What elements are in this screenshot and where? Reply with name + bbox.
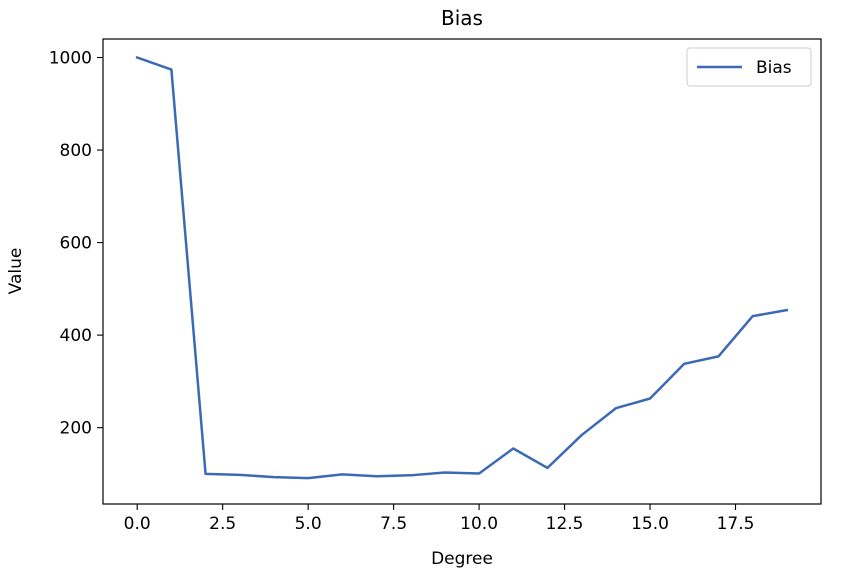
data-point bbox=[341, 473, 343, 475]
series-line-bias bbox=[135, 55, 789, 480]
x-tick-label: 15.0 bbox=[631, 514, 669, 534]
y-tick-label: 200 bbox=[60, 419, 92, 439]
data-point bbox=[375, 475, 377, 477]
legend-label-bias: Bias bbox=[756, 58, 792, 78]
data-point bbox=[615, 407, 617, 409]
y-tick-label: 1000 bbox=[49, 49, 92, 69]
data-point bbox=[170, 68, 172, 70]
y-tick-label: 800 bbox=[60, 141, 92, 161]
data-point bbox=[546, 467, 548, 469]
x-tick-label: 5.0 bbox=[295, 514, 322, 534]
data-point bbox=[786, 309, 788, 311]
x-axis-label: Degree bbox=[431, 549, 493, 569]
data-point bbox=[580, 434, 582, 436]
data-point bbox=[683, 363, 685, 365]
data-point bbox=[512, 447, 514, 449]
data-point bbox=[649, 397, 651, 399]
data-point bbox=[410, 474, 412, 476]
legend: Bias bbox=[686, 47, 812, 87]
chart-title: Bias bbox=[441, 6, 483, 30]
data-point bbox=[717, 355, 719, 357]
data-point bbox=[204, 473, 206, 475]
data-point bbox=[751, 315, 753, 317]
data-point bbox=[444, 471, 446, 473]
y-tick-label: 400 bbox=[60, 326, 92, 346]
plot-area-frame bbox=[102, 38, 822, 505]
data-point bbox=[239, 474, 241, 476]
data-point bbox=[478, 472, 480, 474]
y-axis-label: Value bbox=[6, 248, 26, 295]
x-tick-label: 10.0 bbox=[460, 514, 498, 534]
data-point bbox=[307, 477, 309, 479]
x-tick-label: 0.0 bbox=[124, 514, 151, 534]
x-tick-label: 12.5 bbox=[546, 514, 584, 534]
legend-box bbox=[686, 47, 812, 87]
x-tick-label: 2.5 bbox=[209, 514, 236, 534]
data-point bbox=[273, 476, 275, 478]
x-tick-label: 7.5 bbox=[380, 514, 407, 534]
y-tick-label: 600 bbox=[60, 234, 92, 254]
data-point bbox=[136, 56, 138, 58]
x-tick-label: 17.5 bbox=[717, 514, 755, 534]
